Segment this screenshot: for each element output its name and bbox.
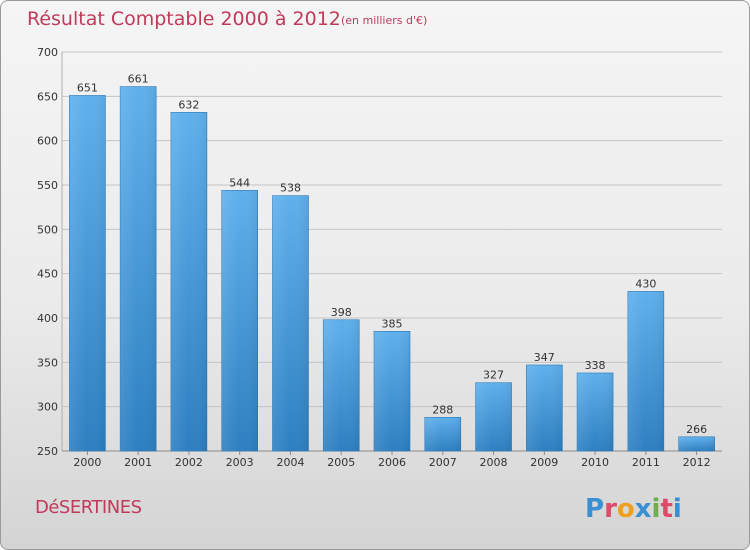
bar-shine — [69, 95, 106, 452]
bar-shine — [475, 382, 512, 451]
data-label-2007: 288 — [432, 403, 453, 416]
data-label-2004: 538 — [280, 182, 301, 195]
bar-shine — [577, 372, 614, 451]
x-tick-label-2005: 2005 — [327, 456, 355, 469]
bar-shine — [170, 112, 207, 451]
chart-subtitle: (en milliers d'€) — [341, 14, 428, 27]
x-tick-label-2004: 2004 — [276, 456, 304, 469]
x-tick-label-2012: 2012 — [683, 456, 711, 469]
y-tick-label: 400 — [37, 312, 58, 325]
data-label-2000: 651 — [77, 81, 98, 94]
data-label-2002: 632 — [178, 98, 199, 111]
y-tick-label: 500 — [37, 223, 58, 236]
bar-shine — [526, 364, 563, 451]
y-tick-label: 650 — [37, 90, 58, 103]
logo-letter: P — [585, 494, 604, 524]
bar-shine — [424, 417, 461, 451]
data-label-2009: 347 — [534, 351, 555, 364]
y-tick-label: 600 — [37, 135, 58, 148]
x-tick-label-2010: 2010 — [581, 456, 609, 469]
y-tick-label: 450 — [37, 268, 58, 281]
x-tick-label-2001: 2001 — [124, 456, 152, 469]
bar-shine — [272, 195, 309, 451]
town-name: DéSERTINES — [35, 497, 142, 518]
bars: 651 661 632 544 538 398 385 288 327 347 338 430 266 — [69, 73, 715, 452]
chart-title: Résultat Comptable 2000 à 2012 — [27, 8, 341, 30]
x-tick-label-2006: 2006 — [378, 456, 406, 469]
x-tick-label-2011: 2011 — [632, 456, 660, 469]
data-label-2012: 266 — [686, 423, 707, 436]
data-label-2006: 385 — [382, 317, 403, 330]
y-tick-label: 300 — [37, 401, 58, 414]
y-tick-label: 700 — [37, 46, 58, 59]
logo-letter: o — [617, 494, 635, 524]
bar-shine — [221, 190, 258, 451]
y-tick-label: 550 — [37, 179, 58, 192]
data-label-2003: 544 — [229, 176, 250, 189]
x-tick-label-2008: 2008 — [480, 456, 508, 469]
y-axis: 250 300 350 400 450 500 550 600 650 700 — [37, 46, 58, 458]
bar-shine — [678, 436, 715, 451]
bar-shine — [374, 331, 410, 451]
data-label-2008: 327 — [483, 369, 504, 382]
bar-shine — [323, 319, 360, 451]
logo-letter: i — [673, 494, 682, 524]
x-axis: 2000 2001 2002 2003 2004 2005 2006 2007 2008 2009… — [73, 451, 711, 469]
bar-shine — [627, 291, 664, 451]
svg-text:Proxiti: Proxiti — [585, 494, 682, 524]
logo-letter: r — [604, 494, 617, 524]
data-label-2010: 338 — [585, 359, 606, 372]
logo-letter: x — [635, 494, 652, 524]
x-tick-label-2007: 2007 — [429, 456, 457, 469]
data-label-2005: 398 — [331, 306, 352, 319]
logo-letter: t — [660, 494, 672, 524]
proxiti-logo: Proxiti — [585, 494, 682, 524]
data-label-2001: 661 — [128, 73, 149, 86]
data-label-2011: 430 — [635, 277, 656, 290]
x-tick-label-2000: 2000 — [73, 456, 101, 469]
x-tick-label-2009: 2009 — [530, 456, 558, 469]
bar-shine — [120, 86, 157, 451]
logo-letter: i — [652, 494, 661, 524]
x-tick-label-2002: 2002 — [175, 456, 203, 469]
y-tick-label: 250 — [37, 445, 58, 458]
x-tick-label-2003: 2003 — [226, 456, 254, 469]
y-tick-label: 350 — [37, 356, 58, 369]
